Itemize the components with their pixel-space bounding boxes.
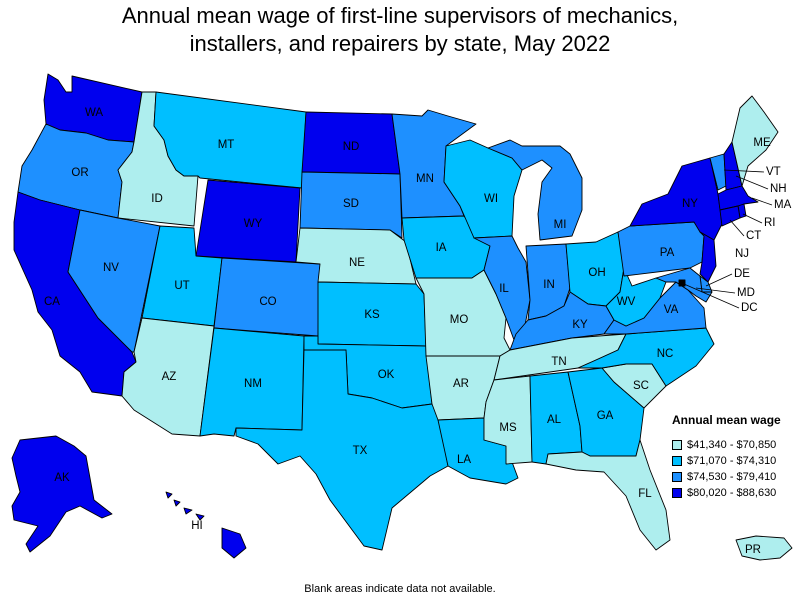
label-dc: DC (741, 302, 758, 314)
state-ky[interactable] (509, 291, 615, 351)
legend-label: $74,530 - $79,410 (687, 471, 777, 483)
label-co: CO (259, 296, 276, 308)
label-il: IL (499, 283, 509, 295)
label-wa: WA (85, 107, 103, 119)
leader-vt (723, 169, 765, 173)
leader-md (695, 287, 736, 294)
label-ky: KY (572, 319, 588, 331)
leader-de (705, 273, 733, 287)
legend-title: Annual mean wage (672, 413, 781, 427)
map-title: Annual mean wage of first-line superviso… (0, 2, 800, 58)
label-ok: OK (378, 369, 395, 381)
label-al: AL (547, 414, 562, 426)
state-pr[interactable] (735, 535, 793, 561)
label-ct: CT (746, 230, 761, 242)
label-tn: TN (551, 356, 566, 368)
label-tx: TX (353, 445, 368, 457)
label-pr: PR (745, 544, 761, 556)
label-nh: NH (770, 183, 787, 195)
label-me: ME (753, 137, 771, 149)
legend-label: $41,340 - $70,850 (687, 439, 777, 451)
label-de: DE (734, 268, 750, 280)
label-mn: MN (416, 173, 434, 185)
state-nj[interactable] (699, 231, 717, 283)
leader-dc (683, 283, 740, 309)
label-mt: MT (218, 139, 235, 151)
label-wv: WV (617, 296, 636, 308)
state-fl[interactable] (545, 439, 671, 551)
label-ne: NE (349, 257, 365, 269)
label-md: MD (737, 287, 755, 299)
state-hi[interactable] (165, 491, 247, 559)
label-la: LA (457, 454, 471, 466)
state-nc[interactable] (577, 327, 715, 387)
state-mi[interactable] (487, 139, 583, 241)
label-ny: NY (682, 198, 698, 210)
label-nj: NJ (735, 248, 749, 260)
legend-swatch (672, 472, 682, 482)
label-ia: IA (436, 242, 447, 254)
label-ri: RI (764, 217, 776, 229)
label-ca: CA (44, 296, 60, 308)
label-va: VA (664, 304, 679, 316)
label-ga: GA (597, 410, 614, 422)
label-or: OR (71, 167, 88, 179)
legend-swatch (672, 440, 682, 450)
legend-label: $80,020 - $88,630 (687, 487, 777, 499)
label-nd: ND (343, 141, 360, 153)
legend-item: $71,070 - $74,310 (672, 453, 800, 469)
label-fl: FL (638, 488, 652, 500)
label-nc: NC (657, 348, 674, 360)
state-ak[interactable] (11, 435, 113, 553)
label-ms: MS (499, 422, 517, 434)
label-wy: WY (244, 218, 263, 230)
state-ct[interactable] (719, 205, 741, 227)
label-ar: AR (453, 378, 469, 390)
label-pa: PA (660, 247, 675, 259)
state-tx[interactable] (235, 349, 449, 551)
label-hi: HI (191, 520, 203, 532)
legend-swatch (672, 488, 682, 498)
legend-item: $74,530 - $79,410 (672, 469, 800, 485)
label-mi: MI (554, 219, 567, 231)
label-ak: AK (54, 472, 70, 484)
label-nm: NM (244, 378, 262, 390)
label-ut: UT (174, 280, 189, 292)
legend-label: $71,070 - $74,310 (687, 455, 777, 467)
label-mo: MO (450, 314, 469, 326)
label-az: AZ (162, 371, 177, 383)
label-nv: NV (103, 262, 119, 274)
label-wi: WI (484, 193, 498, 205)
label-ks: KS (364, 309, 380, 321)
label-sd: SD (343, 198, 359, 210)
state-wi[interactable] (443, 139, 523, 239)
label-ma: MA (774, 199, 792, 211)
leader-ct (729, 219, 745, 237)
label-vt: VT (766, 166, 781, 178)
label-in: IN (543, 279, 555, 291)
footnote: Blank areas indicate data not available. (304, 583, 496, 595)
dc-marker (678, 279, 686, 287)
legend-item: $80,020 - $88,630 (672, 485, 800, 501)
map-title-line-2: installers, and repairers by state, May … (189, 31, 611, 56)
state-nv[interactable] (67, 209, 161, 353)
legend: Annual mean wage $41,340 - $70,850 $71,0… (672, 413, 800, 501)
state-mo[interactable] (415, 269, 511, 357)
states-layer (11, 73, 793, 561)
leader-ri (742, 213, 763, 224)
map-title-line-1: Annual mean wage of first-line superviso… (121, 3, 679, 28)
label-oh: OH (588, 267, 605, 279)
label-id: ID (151, 193, 163, 205)
legend-swatch (672, 456, 682, 466)
state-labels: WA OR CA ID NV MT WY UT AZ CO NM ND SD N… (44, 107, 792, 556)
legend-item: $41,340 - $70,850 (672, 437, 800, 453)
label-sc: SC (633, 380, 649, 392)
label-leader-lines (683, 169, 773, 309)
leader-nh (735, 175, 769, 190)
leader-ma (751, 197, 773, 206)
